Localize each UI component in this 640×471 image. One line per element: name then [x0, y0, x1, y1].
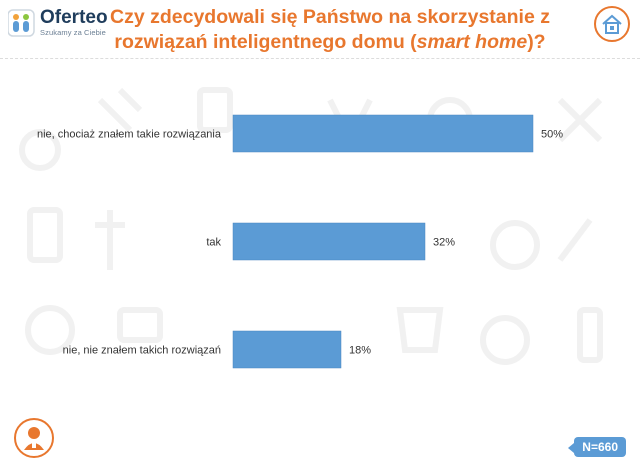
value-label: 18% [349, 345, 371, 357]
page-title: Czy zdecydowali się Państwo na skorzysta… [100, 5, 560, 55]
title-line-1: Czy zdecydowali się Państwo na skorzysta… [110, 6, 550, 28]
value-label: 32% [433, 237, 455, 249]
bar [232, 222, 426, 261]
category-label: nie, chociaż znałem takie rozwiązania [37, 129, 222, 141]
title-end: )? [527, 31, 546, 53]
brand-name: Oferteo [40, 7, 108, 28]
category-label: tak [206, 237, 221, 249]
person-icon [14, 418, 54, 458]
brand-logo[interactable]: Oferteo Szukamy za Ciebie [7, 7, 108, 38]
bar-chart: nie, chociaż znałem takie rozwiązania 50%… [0, 60, 640, 420]
oferteo-logo-icon [7, 8, 36, 38]
bar [232, 330, 342, 369]
brand-tagline: Szukamy za Ciebie [40, 28, 106, 37]
title-line-2: rozwiązań inteligentnego domu ( [114, 31, 417, 53]
sample-size-badge: N=660 [568, 437, 626, 457]
title-italic: smart home [416, 31, 528, 53]
smart-home-icon [594, 6, 630, 42]
header-divider [0, 58, 640, 59]
bar [232, 114, 534, 153]
value-label: 50% [541, 129, 563, 141]
chart-canvas: nie, chociaż znałem takie rozwiązania 50%… [37, 114, 563, 369]
category-label: nie, nie znałem takich rozwiązań [63, 345, 221, 357]
